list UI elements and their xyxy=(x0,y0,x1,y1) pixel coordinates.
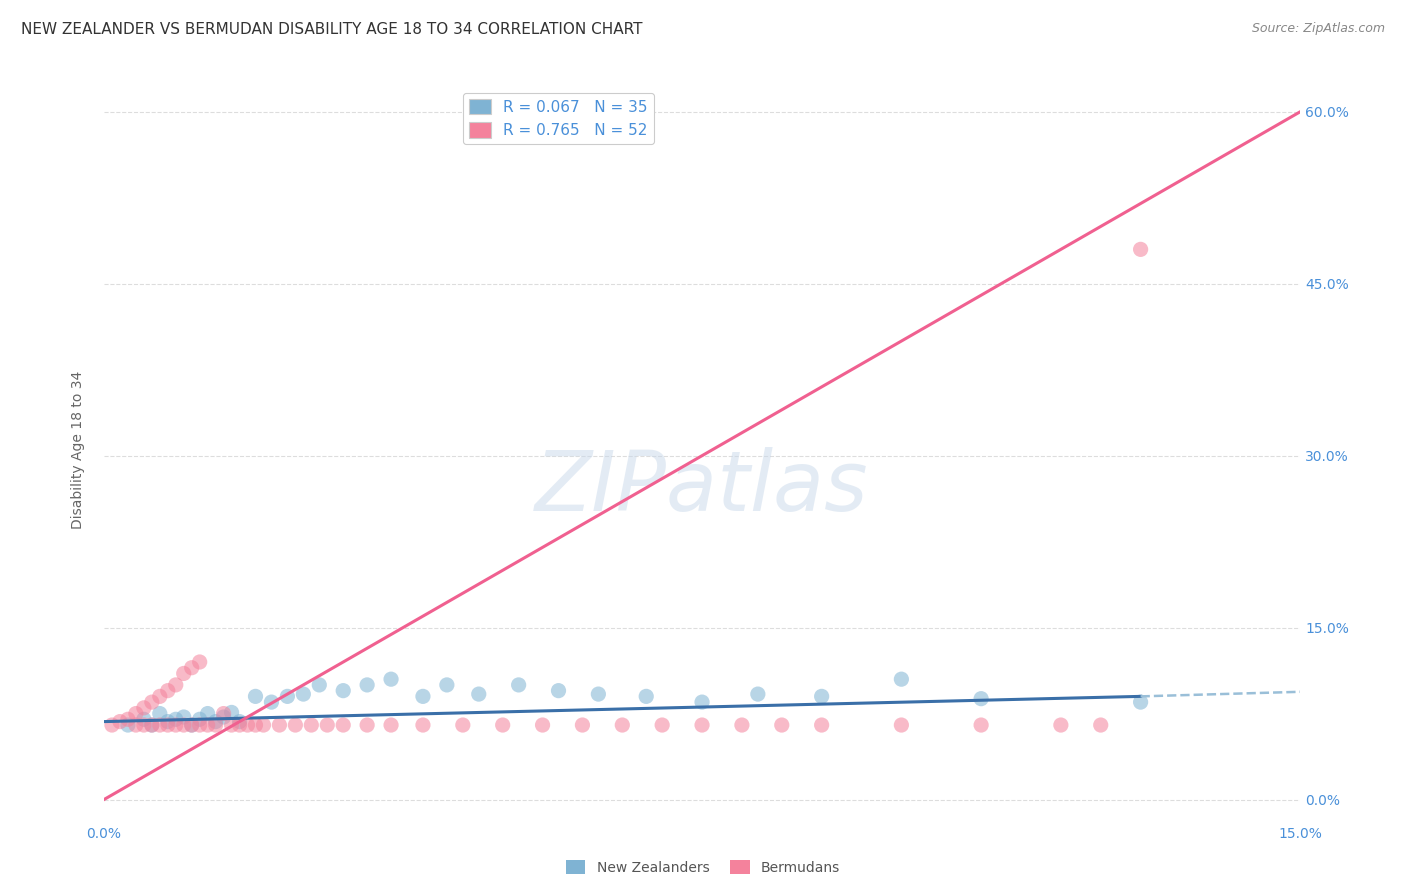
Point xyxy=(204,718,226,732)
Point xyxy=(180,718,202,732)
Point xyxy=(236,718,259,732)
Point xyxy=(731,718,754,732)
Point xyxy=(1090,718,1112,732)
Point xyxy=(747,687,769,701)
Point xyxy=(101,718,124,732)
Point xyxy=(571,718,593,732)
Point xyxy=(451,718,474,732)
Point xyxy=(890,672,912,686)
Point xyxy=(173,666,195,681)
Text: ZIPatlas: ZIPatlas xyxy=(536,447,869,528)
Point xyxy=(651,718,673,732)
Point xyxy=(156,714,179,729)
Point xyxy=(245,718,267,732)
Point xyxy=(436,678,458,692)
Point xyxy=(970,718,993,732)
Point xyxy=(212,710,235,724)
Point xyxy=(149,690,172,704)
Point xyxy=(132,701,155,715)
Point xyxy=(276,690,298,704)
Point xyxy=(380,718,402,732)
Point xyxy=(149,718,172,732)
Point xyxy=(547,683,569,698)
Legend: New Zealanders, Bermudans: New Zealanders, Bermudans xyxy=(561,855,845,880)
Point xyxy=(636,690,658,704)
Point xyxy=(188,712,211,726)
Point xyxy=(1129,243,1152,257)
Point xyxy=(292,687,315,701)
Y-axis label: Disability Age 18 to 34: Disability Age 18 to 34 xyxy=(72,371,86,529)
Point xyxy=(770,718,793,732)
Legend: R = 0.067   N = 35, R = 0.765   N = 52: R = 0.067 N = 35, R = 0.765 N = 52 xyxy=(464,93,654,145)
Point xyxy=(212,706,235,721)
Text: Source: ZipAtlas.com: Source: ZipAtlas.com xyxy=(1251,22,1385,36)
Point xyxy=(308,678,330,692)
Point xyxy=(132,712,155,726)
Point xyxy=(132,718,155,732)
Point xyxy=(125,706,148,721)
Point xyxy=(180,718,202,732)
Point xyxy=(1129,695,1152,709)
Point xyxy=(299,718,322,732)
Point xyxy=(125,718,148,732)
Point xyxy=(531,718,554,732)
Point xyxy=(141,718,163,732)
Point xyxy=(165,718,187,732)
Point xyxy=(356,678,378,692)
Point xyxy=(332,683,354,698)
Point xyxy=(332,718,354,732)
Point xyxy=(970,691,993,706)
Point xyxy=(412,718,434,732)
Point xyxy=(588,687,610,701)
Point xyxy=(269,718,291,732)
Point xyxy=(316,718,339,732)
Point xyxy=(188,655,211,669)
Point xyxy=(204,714,226,729)
Point xyxy=(284,718,307,732)
Point xyxy=(245,690,267,704)
Point xyxy=(260,695,283,709)
Point xyxy=(197,718,219,732)
Point xyxy=(468,687,491,701)
Point xyxy=(356,718,378,732)
Point xyxy=(1050,718,1073,732)
Point xyxy=(180,661,202,675)
Point xyxy=(228,718,250,732)
Point xyxy=(141,718,163,732)
Point xyxy=(221,718,243,732)
Point xyxy=(108,714,131,729)
Point xyxy=(149,706,172,721)
Point xyxy=(173,710,195,724)
Point xyxy=(492,718,515,732)
Point xyxy=(412,690,434,704)
Point xyxy=(165,712,187,726)
Point xyxy=(380,672,402,686)
Point xyxy=(810,690,832,704)
Point xyxy=(690,718,713,732)
Point xyxy=(156,718,179,732)
Point xyxy=(228,714,250,729)
Point xyxy=(141,695,163,709)
Point xyxy=(117,712,139,726)
Text: NEW ZEALANDER VS BERMUDAN DISABILITY AGE 18 TO 34 CORRELATION CHART: NEW ZEALANDER VS BERMUDAN DISABILITY AGE… xyxy=(21,22,643,37)
Point xyxy=(690,695,713,709)
Point xyxy=(810,718,832,732)
Point xyxy=(173,718,195,732)
Point xyxy=(117,718,139,732)
Point xyxy=(165,678,187,692)
Point xyxy=(156,683,179,698)
Point xyxy=(612,718,634,732)
Point xyxy=(890,718,912,732)
Point xyxy=(221,706,243,720)
Point xyxy=(197,706,219,721)
Point xyxy=(252,718,274,732)
Point xyxy=(508,678,530,692)
Point xyxy=(188,718,211,732)
